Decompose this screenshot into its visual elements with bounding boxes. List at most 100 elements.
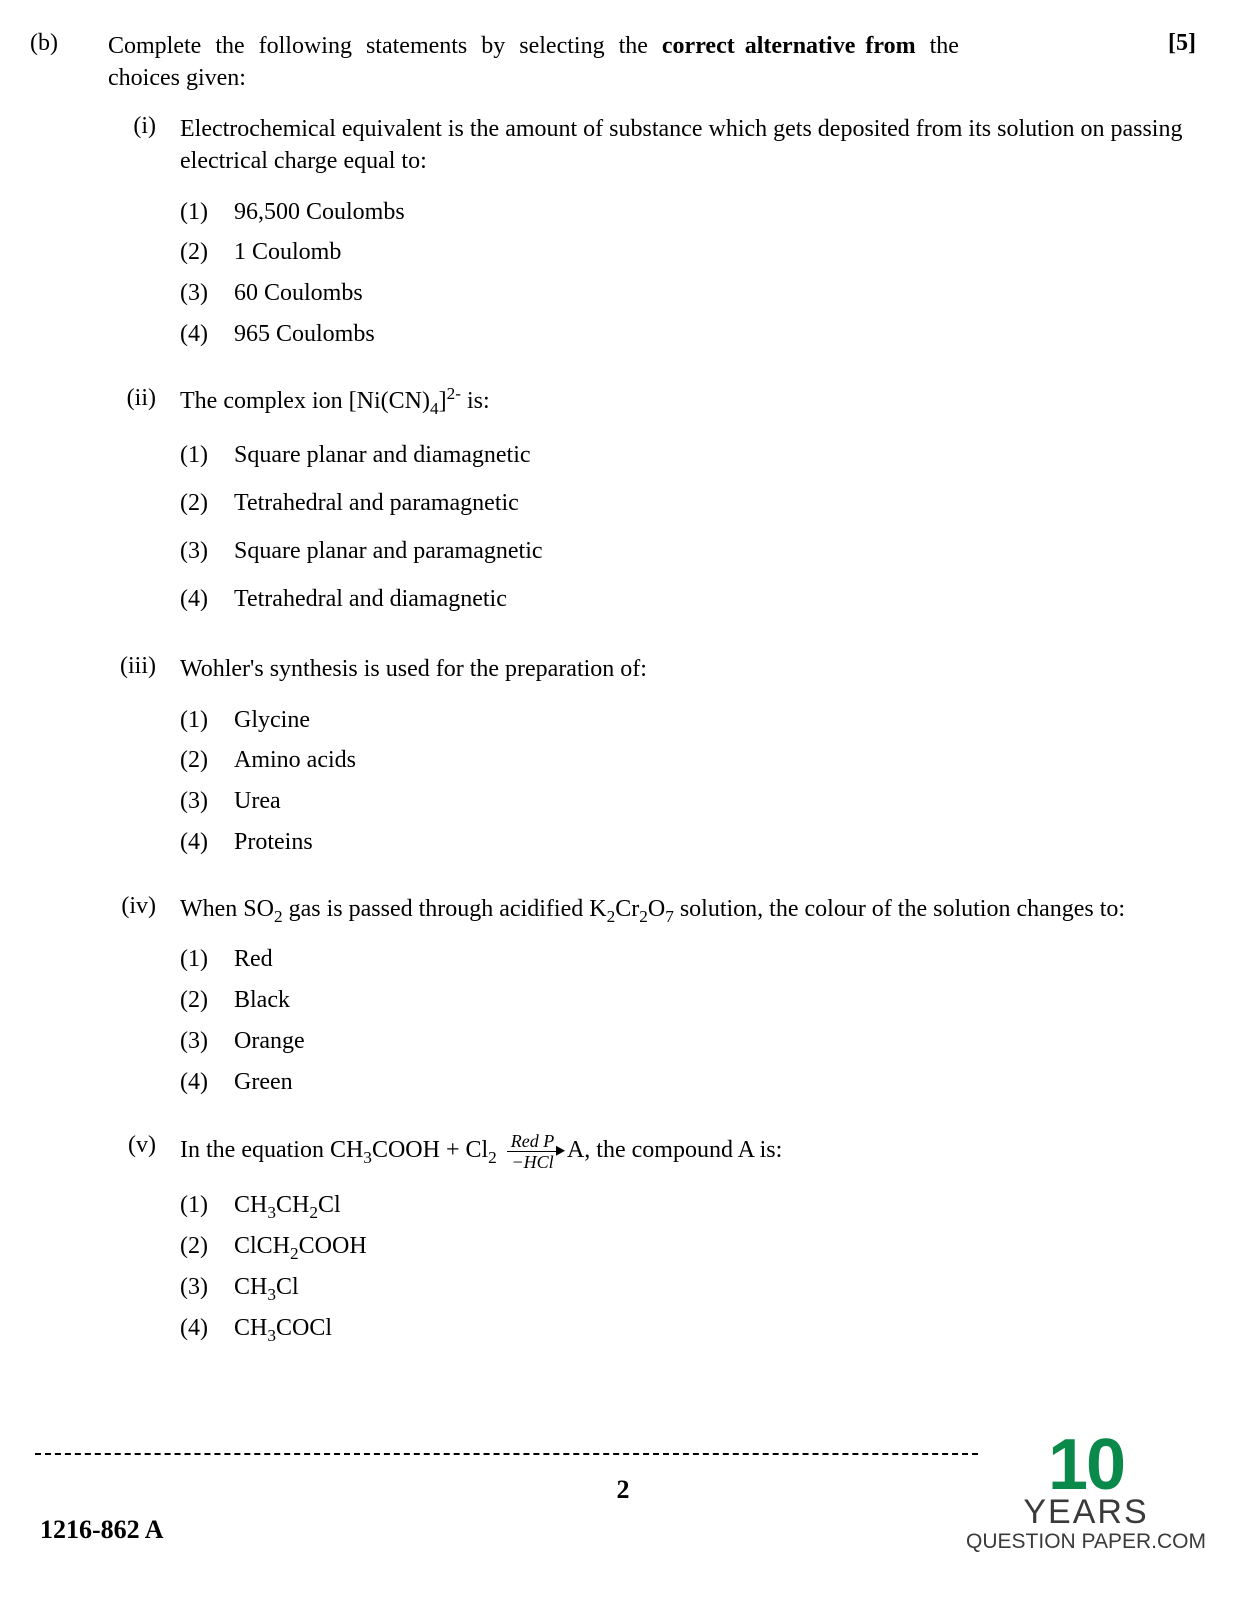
option-num: (2) [180, 980, 218, 1021]
option-num: (4) [180, 822, 218, 863]
options-list: (1) 96,500 Coulombs (2) 1 Coulomb (3) 60 Co… [180, 192, 1196, 355]
option-text: Tetrahedral and diamagnetic [234, 575, 507, 623]
option: (4) CH3COCl [180, 1308, 1196, 1349]
option-num: (2) [180, 740, 218, 781]
option: (1)Red [180, 939, 1196, 980]
option-text: Square planar and diamagnetic [234, 431, 531, 479]
subquestion-iii: (iii) Wohler's synthesis is used for the… [108, 653, 1196, 883]
rxn-sub: 2 [488, 1148, 497, 1167]
subq-label: (iv) [108, 893, 158, 1123]
subq-body: In the equation CH3COOH + Cl2 Red P −HCl… [180, 1132, 1196, 1368]
subq-text: In the equation CH3COOH + Cl2 Red P −HCl… [180, 1132, 1196, 1171]
section-label: (b) [30, 30, 80, 1378]
question-b-block: (b) Complete the following statements by… [30, 30, 1196, 1378]
option-text: Green [234, 1062, 293, 1103]
option: (2) Amino acids [180, 740, 1196, 781]
footer-divider [35, 1453, 978, 1455]
option: (1) Square planar and diamagnetic [180, 431, 1196, 479]
rxn-prefix: In the equation CH [180, 1137, 363, 1163]
option: (3) Urea [180, 781, 1196, 822]
option-num: (3) [180, 1021, 218, 1062]
option-num: (2) [180, 1226, 218, 1267]
page-number: 2 [617, 1475, 630, 1505]
section-instruction: Complete the following statements by sel… [108, 30, 1148, 95]
subquestion-ii: (ii) The complex ion [Ni(CN)4]2- is: (1)… [108, 385, 1196, 643]
subquestion-i: (i) Electrochemical equivalent is the am… [108, 113, 1196, 375]
options-list: (1) Square planar and diamagnetic (2) Tetr… [180, 431, 1196, 623]
subq-text: The complex ion [Ni(CN)4]2- is: [180, 385, 1196, 417]
subq-label: (iii) [108, 653, 158, 883]
option-num: (1) [180, 1185, 218, 1226]
subq-label: (i) [108, 113, 158, 375]
option-num: (4) [180, 314, 218, 355]
option-num: (2) [180, 479, 218, 527]
option: (2) ClCH2COOH [180, 1226, 1196, 1267]
subquestion-v: (v) In the equation CH3COOH + Cl2 Red P … [108, 1132, 1196, 1368]
option: (3) 60 Coulombs [180, 273, 1196, 314]
option: (1)Glycine [180, 700, 1196, 741]
watermark-years: YEARS [966, 1495, 1206, 1529]
option: (3) CH3Cl [180, 1267, 1196, 1308]
watermark-logo: 10 YEARS QUESTION PAPER.COM [966, 1429, 1206, 1552]
watermark-number: 10 [966, 1429, 1206, 1501]
option-text: CH3Cl [234, 1267, 299, 1308]
option: (4)Tetrahedral and diamagnetic [180, 575, 1196, 623]
option-num: (3) [180, 273, 218, 314]
option-num: (3) [180, 1267, 218, 1308]
option-text: CH3CH2Cl [234, 1185, 341, 1226]
subq-text: When SO2 gas is passed through acidified… [180, 893, 1196, 925]
options-list: (1)Glycine (2) Amino acids (3) Urea (4) Pro… [180, 700, 1196, 863]
arrow-bottom: −HCl [511, 1152, 553, 1171]
instruction-line2: choices given: [108, 65, 246, 91]
option-text: Tetrahedral and paramagnetic [234, 479, 519, 527]
section-content: Complete the following statements by sel… [108, 30, 1196, 1378]
option-text: 1 Coulomb [234, 232, 341, 273]
option-text: Black [234, 980, 290, 1021]
option-num: (4) [180, 1062, 218, 1103]
options-list: (1)Red (2) Black (3)Orange (4) Green [180, 939, 1196, 1102]
option-text: Red [234, 939, 273, 980]
option-text: 96,500 Coulombs [234, 192, 405, 233]
option: (3)Orange [180, 1021, 1196, 1062]
subq-body: The complex ion [Ni(CN)4]2- is: (1) Squar… [180, 385, 1196, 643]
option: (1) CH3CH2Cl [180, 1185, 1196, 1226]
rxn-suffix: A, the compound A is: [567, 1137, 782, 1163]
subq-body: Electrochemical equivalent is the amount… [180, 113, 1196, 375]
option-text: Square planar and paramagnetic [234, 527, 543, 575]
option: (4) 965 Coulombs [180, 314, 1196, 355]
option-num: (2) [180, 232, 218, 273]
watermark-url: QUESTION PAPER.COM [966, 1531, 1206, 1552]
paper-code: 1216-862 A [40, 1515, 164, 1545]
subq-text: Electrochemical equivalent is the amount… [180, 113, 1196, 178]
option-num: (1) [180, 192, 218, 233]
option: (2) Black [180, 980, 1196, 1021]
option-num: (3) [180, 781, 218, 822]
instruction-tail: the [930, 33, 959, 59]
instruction-bold: correct alternative from [662, 33, 916, 59]
option-text: 965 Coulombs [234, 314, 375, 355]
option: (1) 96,500 Coulombs [180, 192, 1196, 233]
arrow-top: Red P [507, 1132, 558, 1152]
option-text: Proteins [234, 822, 313, 863]
subq-text: Wohler's synthesis is used for the prepa… [180, 653, 1196, 685]
option: (3) Square planar and paramagnetic [180, 527, 1196, 575]
subquestion-iv: (iv) When SO2 gas is passed through acid… [108, 893, 1196, 1123]
option-text: 60 Coulombs [234, 273, 363, 314]
instruction-part1: Complete the following statements by sel… [108, 33, 648, 59]
section-marks: [5] [1168, 30, 1196, 57]
option-num: (1) [180, 431, 218, 479]
reaction-arrow: Red P −HCl [507, 1132, 558, 1171]
subq-label: (ii) [108, 385, 158, 643]
option-num: (3) [180, 527, 218, 575]
subq-body: Wohler's synthesis is used for the prepa… [180, 653, 1196, 883]
option: (4) Green [180, 1062, 1196, 1103]
subq-body: When SO2 gas is passed through acidified… [180, 893, 1196, 1123]
option-text: ClCH2COOH [234, 1226, 367, 1267]
option-text: CH3COCl [234, 1308, 332, 1349]
option-text: Urea [234, 781, 281, 822]
options-list: (1) CH3CH2Cl (2) ClCH2COOH (3) CH3Cl (4) CH3… [180, 1185, 1196, 1348]
rxn-mid: COOH + Cl [372, 1137, 488, 1163]
option-text: Amino acids [234, 740, 356, 781]
option-num: (4) [180, 1308, 218, 1349]
subq-label: (v) [108, 1132, 158, 1368]
